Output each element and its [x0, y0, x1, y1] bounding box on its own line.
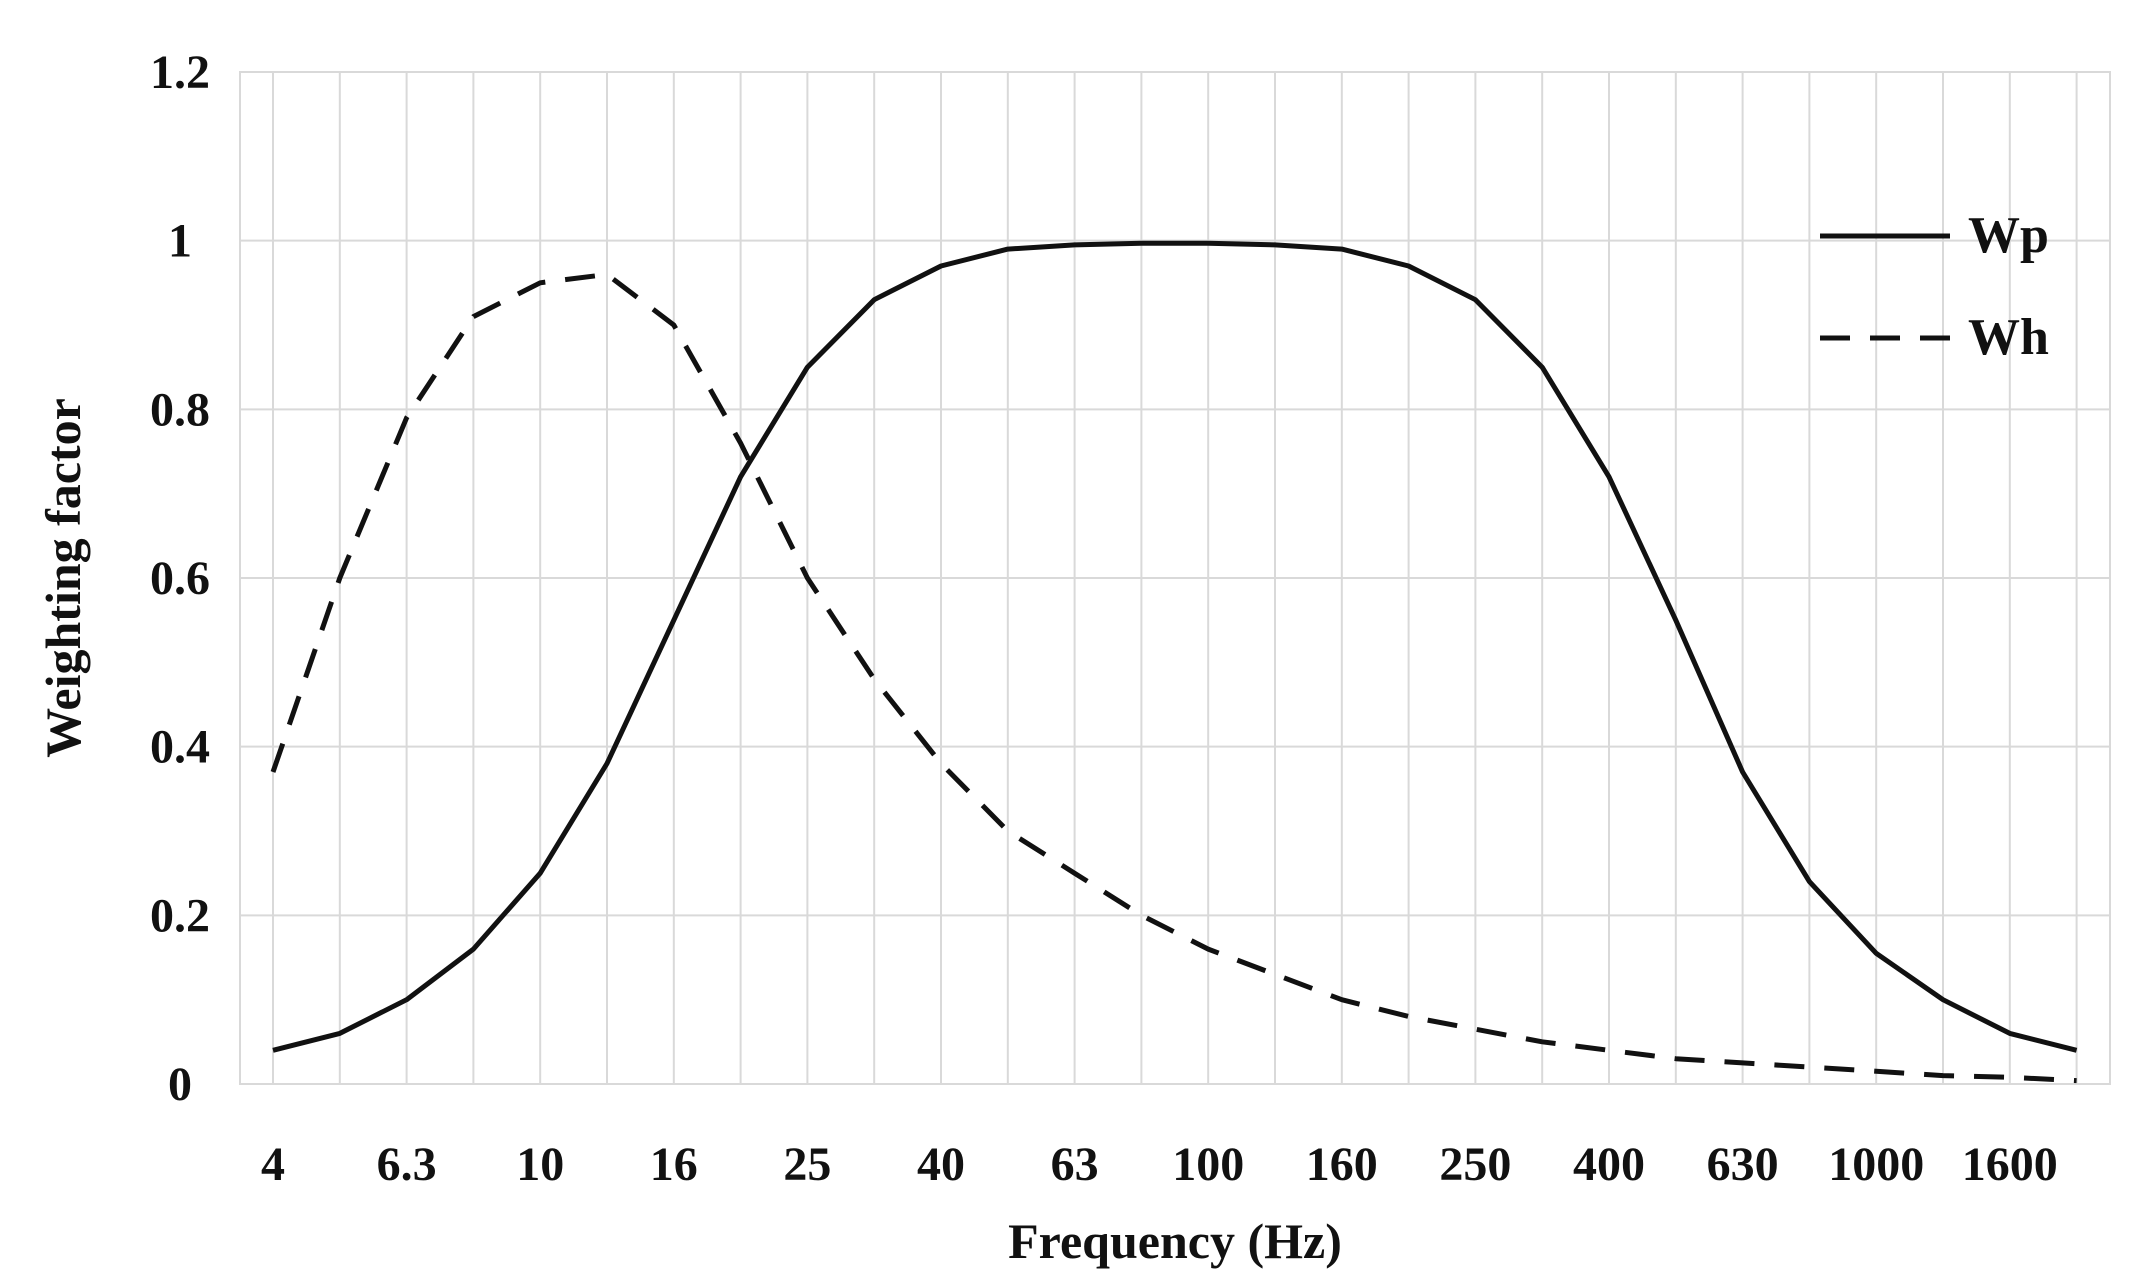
- x-axis-tick-labels: 4 6.3 10 16 25 40 63 100 160 250 400 630 1000 1600: [261, 1138, 2058, 1191]
- y-tick-label: 0.4: [150, 721, 210, 774]
- x-tick-label: 250: [1439, 1138, 1511, 1191]
- y-tick-label: 1: [168, 215, 192, 268]
- y-tick-label: 1.2: [150, 46, 210, 99]
- x-axis-title: Frequency (Hz): [1008, 1213, 1342, 1269]
- y-tick-label: 0.8: [150, 383, 210, 436]
- x-tick-label: 4: [261, 1138, 285, 1191]
- x-tick-label: 400: [1573, 1138, 1645, 1191]
- x-tick-label: 1600: [1962, 1138, 2058, 1191]
- x-tick-label: 16: [650, 1138, 698, 1191]
- gridlines: [240, 71, 2110, 1085]
- series-lines: [270, 240, 2078, 1084]
- x-tick-label: 10: [516, 1138, 564, 1191]
- series-line-wp: [272, 240, 2078, 1053]
- y-axis-tick-labels: 0 0.2 0.4 0.6 0.8 1 1.2: [150, 46, 210, 1111]
- x-tick-label: 6.3: [377, 1138, 437, 1191]
- y-tick-label: 0.2: [150, 889, 210, 942]
- x-tick-label: 630: [1707, 1138, 1779, 1191]
- y-axis-title: Weighting factor: [35, 398, 91, 758]
- x-tick-label: 1000: [1828, 1138, 1924, 1191]
- plot-area-frame: [239, 71, 2111, 1085]
- legend-label-wp: Wp: [1968, 207, 2049, 264]
- x-tick-label: 100: [1172, 1138, 1244, 1191]
- y-tick-label: 0: [168, 1058, 192, 1111]
- legend-label-wh: Wh: [1968, 309, 2049, 366]
- x-tick-label: 160: [1306, 1138, 1378, 1191]
- x-tick-label: 40: [917, 1138, 965, 1191]
- legend: Wp Wh: [1820, 207, 2049, 366]
- y-tick-label: 0.6: [150, 552, 210, 605]
- x-tick-label: 25: [783, 1138, 831, 1191]
- series-line-wh: [270, 271, 2077, 1084]
- x-tick-label: 63: [1051, 1138, 1099, 1191]
